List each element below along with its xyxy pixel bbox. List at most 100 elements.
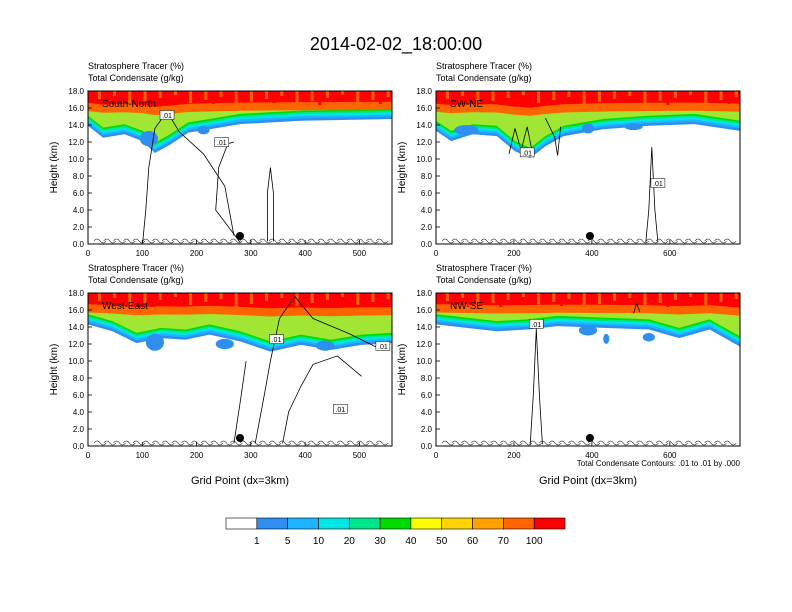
colorbar-box (410, 517, 443, 530)
surface-contours (441, 440, 737, 446)
y-tick-label: 12.0 (68, 138, 84, 147)
plot-area: .01 (436, 293, 740, 446)
x-tick-label: 400 (298, 249, 312, 258)
contour-label: .01 (162, 113, 172, 120)
x-tick-label: 200 (507, 249, 521, 258)
colorbar-label: 10 (313, 536, 325, 547)
x-tick-label: 600 (663, 451, 677, 460)
y-tick-label: 8.0 (73, 374, 85, 383)
y-tick-label: 16.0 (68, 306, 84, 315)
contour-label-box (333, 404, 348, 414)
colorbar-label: 30 (375, 536, 387, 547)
y-tick-label: 16.0 (416, 104, 432, 113)
x-tick-label: 500 (353, 451, 367, 460)
location-marker (236, 434, 244, 442)
y-tick-label: 4.0 (73, 408, 85, 417)
panel-label: NW-SE (450, 301, 483, 312)
y-tick-label: 2.0 (73, 425, 85, 434)
y-tick-label: 4.0 (421, 206, 433, 215)
plot-area: .01 .01 (88, 91, 392, 244)
y-tick-label: 6.0 (421, 391, 433, 400)
y-tick-label: 10.0 (416, 155, 432, 164)
colorbar-label: 100 (526, 536, 543, 547)
x-tick-label: 0 (434, 451, 439, 460)
y-tick-label: 14.0 (68, 121, 84, 130)
contour-label: .01 (531, 322, 541, 329)
panel-title-line1: Stratosphere Tracer (%) (436, 61, 532, 71)
colorbar-box (348, 517, 381, 530)
surface-contours (93, 238, 389, 244)
colorbar-label: 60 (467, 536, 479, 547)
tracer-blob (624, 123, 643, 131)
y-tick-label: 8.0 (421, 374, 433, 383)
y-tick-label: 8.0 (421, 172, 433, 181)
y-tick-label: 6.0 (421, 189, 433, 198)
y-tick-label: 2.0 (421, 425, 433, 434)
condensate-contour (633, 301, 641, 314)
y-tick-label: 0.0 (73, 442, 85, 451)
y-tick-label: 16.0 (68, 104, 84, 113)
condensate-contour (545, 118, 561, 156)
y-tick-label: 14.0 (68, 323, 84, 332)
condensate-contour (267, 167, 274, 242)
x-tick-label: 300 (244, 249, 258, 258)
condensate-contour (215, 141, 241, 243)
colorbar-label: 70 (498, 536, 510, 547)
axes-frame (435, 292, 741, 447)
y-axis-label: Height (km) (397, 344, 408, 396)
location-marker (585, 434, 594, 442)
x-tick-label: 0 (86, 451, 91, 460)
tracer-band (436, 293, 740, 308)
tracer-blob (139, 130, 158, 147)
contour-label-box (519, 147, 535, 158)
contour-label-box (214, 137, 230, 147)
colorbar-box (533, 517, 566, 530)
colorbar-label: 20 (344, 536, 356, 547)
x-tick-label: 400 (585, 249, 599, 258)
y-tick-label: 14.0 (416, 323, 432, 332)
colorbar-box (379, 517, 412, 530)
contour-label: .01 (272, 337, 282, 344)
y-tick-label: 6.0 (73, 189, 85, 198)
panel-title-line1: Stratosphere Tracer (%) (88, 61, 184, 71)
colorbar-box (441, 517, 473, 530)
x-tick-label: 300 (244, 451, 258, 460)
condensate-contour (529, 328, 543, 445)
tracer-blob (642, 332, 655, 342)
y-tick-label: 10.0 (68, 155, 84, 164)
tracer-blob (316, 340, 335, 351)
condensate-contour (645, 147, 659, 243)
colorbar-box (472, 517, 504, 530)
y-tick-label: 10.0 (68, 357, 84, 366)
x-tick-label: 100 (136, 249, 150, 258)
surface-contours (441, 238, 737, 244)
panel-title-line2: Total Condensate (g/kg) (88, 73, 184, 83)
y-tick-label: 8.0 (73, 172, 85, 181)
figure-title: 2014-02-02_18:00:00 (310, 34, 482, 55)
panels: .01 .01 South-North Stratosphere Tracer (%)… (49, 61, 741, 487)
x-tick-label: 200 (507, 451, 521, 460)
location-marker (236, 232, 244, 240)
y-tick-label: 6.0 (73, 391, 85, 400)
contour-label: .01 (335, 407, 345, 414)
colorbar-box (225, 517, 258, 530)
panel-west-east: .01 .01 .01 West-East Stratosphere Tracer (%… (49, 263, 393, 487)
y-tick-label: 18.0 (68, 289, 84, 298)
axes-frame (435, 90, 741, 245)
y-tick-label: 4.0 (73, 206, 85, 215)
contour-label-box (375, 341, 391, 351)
y-tick-label: 18.0 (416, 87, 432, 96)
y-tick-label: 14.0 (416, 121, 432, 130)
panel-title-line2: Total Condensate (g/kg) (436, 73, 532, 83)
panel-sw-ne: .01 .01 SW-NE Stratosphere Tracer (%) Total … (397, 61, 741, 258)
y-axis-label: Height (km) (49, 142, 60, 194)
condensate-contour (282, 355, 362, 444)
x-tick-label: 400 (298, 451, 312, 460)
tracer-band (436, 91, 740, 108)
y-tick-label: 0.0 (421, 442, 433, 451)
panel-label: SW-NE (450, 99, 483, 110)
tracer-blob (603, 333, 610, 344)
contour-label-box (529, 319, 544, 329)
x-tick-label: 600 (663, 249, 677, 258)
